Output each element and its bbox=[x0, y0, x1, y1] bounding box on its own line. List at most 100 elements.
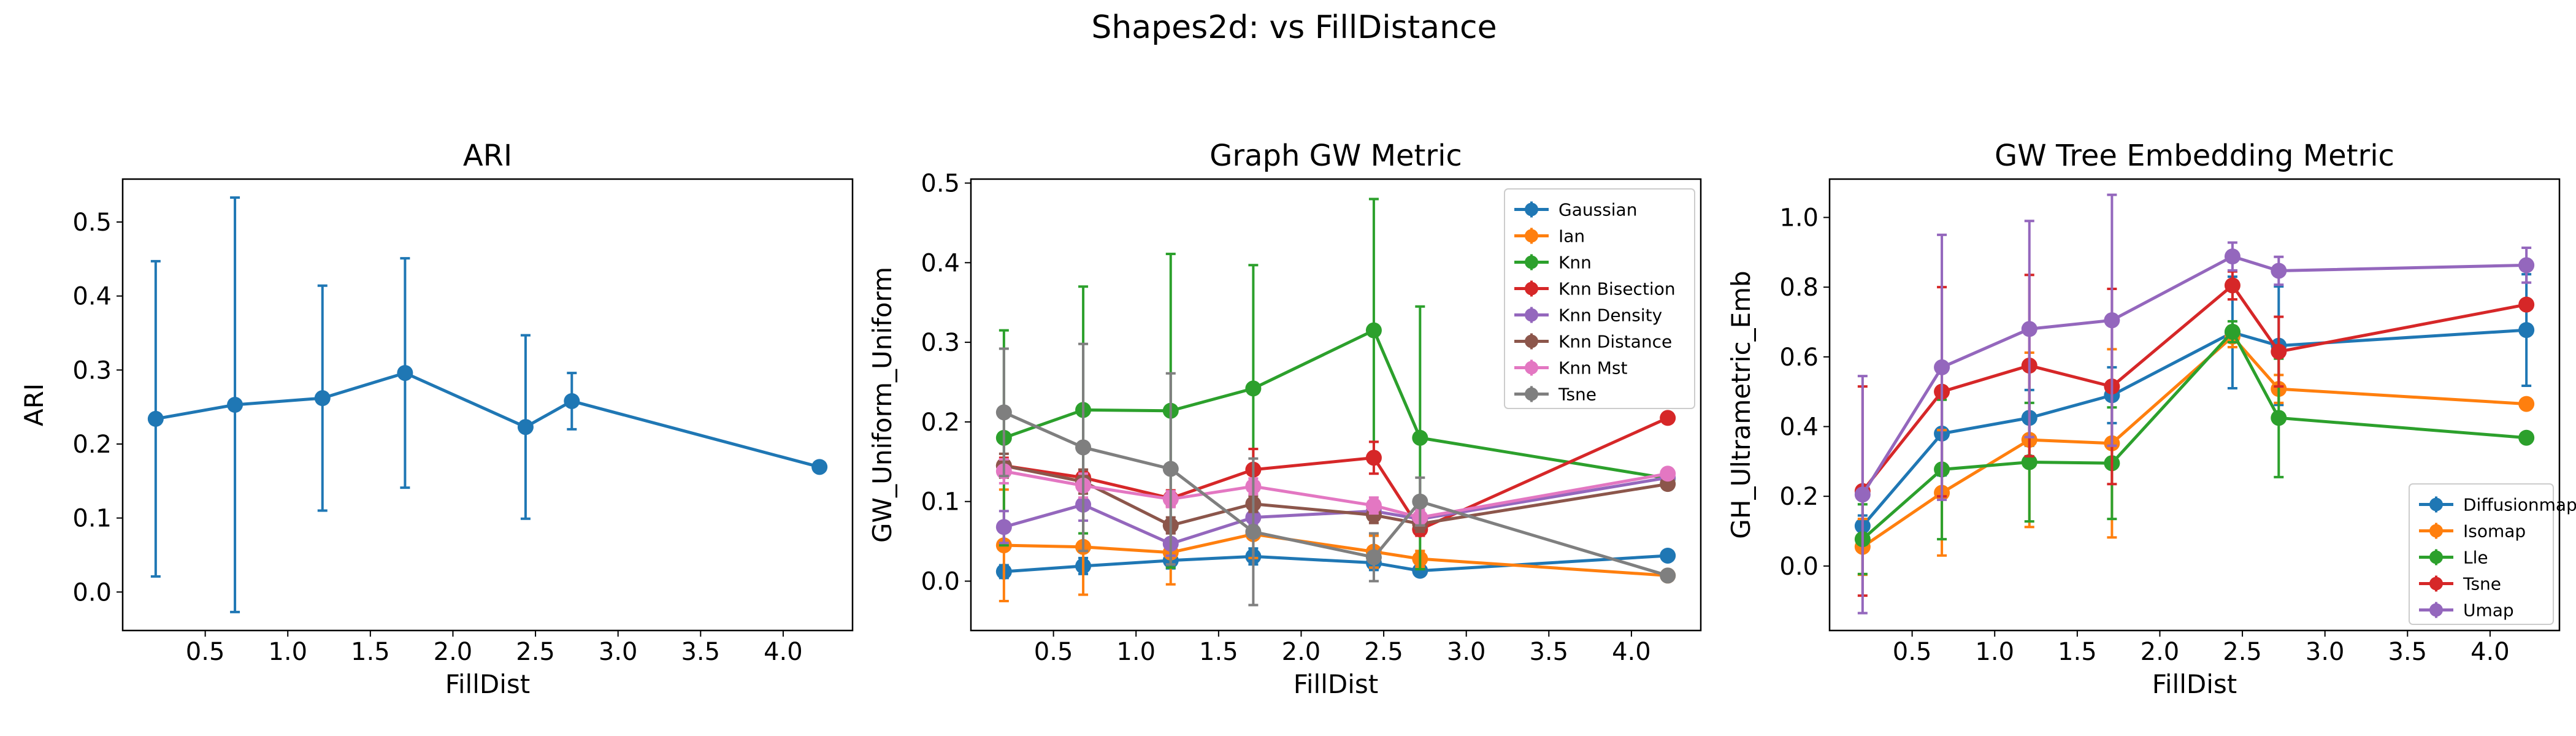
y-tick-label: 0.5 bbox=[921, 169, 960, 197]
legend-label: Isomap bbox=[2463, 521, 2526, 542]
legend-item: Knn Density bbox=[1514, 305, 1662, 326]
data-point bbox=[1245, 524, 1262, 540]
x-tick-label: 1.0 bbox=[1975, 638, 2014, 666]
data-point bbox=[2104, 312, 2120, 329]
x-axis-label: FillDist bbox=[445, 669, 530, 699]
x-tick-label: 0.5 bbox=[1893, 638, 1932, 666]
axes-frame bbox=[121, 178, 854, 632]
legend-item: Knn bbox=[1514, 253, 1592, 273]
data-point bbox=[1660, 410, 1676, 426]
legend: Gaussian Ian Knn Knn Bisection Knn Density Kn… bbox=[1504, 188, 1695, 409]
data-point bbox=[1365, 450, 1382, 466]
data-point bbox=[564, 393, 580, 409]
data-point bbox=[2518, 396, 2535, 412]
legend-marker bbox=[1525, 334, 1538, 348]
y-tick-label: 0.1 bbox=[72, 505, 112, 533]
y-axis-label: GW_Uniform_Uniform bbox=[867, 267, 897, 543]
legend-marker bbox=[2429, 577, 2443, 591]
legend-label: Gaussian bbox=[1558, 200, 1637, 220]
legend-marker bbox=[1525, 255, 1538, 269]
data-point bbox=[2224, 323, 2241, 340]
data-point bbox=[2271, 343, 2287, 360]
series-tsne bbox=[995, 342, 1676, 607]
legend-label: Tsne bbox=[1558, 385, 1597, 405]
legend-item: Knn Bisection bbox=[1514, 279, 1676, 299]
x-tick-label: 2.5 bbox=[516, 638, 555, 666]
legend-label: Knn Density bbox=[1558, 305, 1662, 326]
data-point bbox=[2021, 321, 2037, 337]
legend-item: Lle bbox=[2419, 548, 2488, 568]
series-1 bbox=[147, 196, 828, 613]
subplot-1: ARI 0.5 1.0 1.5 2.0 2.5 3.0 3.5 4.0 0.0 0.1 0.2 0.3 0… bbox=[19, 139, 854, 699]
legend-item: Tsne bbox=[2419, 574, 2501, 594]
legend-label: Tsne bbox=[2463, 574, 2501, 594]
x-tick-label: 2.0 bbox=[434, 638, 473, 666]
legend-label: Umap bbox=[2463, 600, 2514, 621]
y-tick-label: 0.3 bbox=[72, 356, 112, 385]
legend-marker bbox=[1525, 282, 1538, 296]
data-point bbox=[314, 390, 331, 407]
figure-title: Shapes2d: vs FillDistance bbox=[1091, 9, 1497, 46]
axes-frame bbox=[1828, 178, 2561, 632]
legend: Diffusionmap Isomap Lle Tsne Umap bbox=[2409, 483, 2576, 625]
legend-label: Knn Distance bbox=[1558, 332, 1672, 352]
data-point bbox=[2518, 296, 2535, 313]
x-tick-label: 0.5 bbox=[186, 638, 225, 666]
x-tick-label: 3.0 bbox=[1447, 638, 1486, 666]
series-umap bbox=[1854, 193, 2535, 615]
subplot-2: Graph GW Metric 0.5 1.0 1.5 2.0 2.5 3.0 3.5 4.0 0… bbox=[867, 139, 1702, 699]
data-point bbox=[1365, 322, 1382, 339]
legend-marker bbox=[1525, 308, 1538, 322]
y-tick-label: 0.0 bbox=[1779, 553, 1819, 581]
y-tick-label: 0.3 bbox=[921, 329, 960, 357]
legend-marker bbox=[2429, 550, 2443, 564]
data-point bbox=[2224, 277, 2241, 294]
subplot-title: Graph GW Metric bbox=[1209, 139, 1462, 173]
data-point bbox=[1365, 549, 1382, 565]
data-point bbox=[147, 410, 164, 427]
data-point bbox=[995, 404, 1012, 421]
data-point bbox=[1365, 497, 1382, 514]
legend-marker bbox=[1525, 387, 1538, 401]
legend-label: Ian bbox=[1558, 226, 1585, 247]
x-tick-label: 3.5 bbox=[1529, 638, 1568, 666]
data-point bbox=[2518, 322, 2535, 339]
legend-label: Diffusionmap bbox=[2463, 495, 2576, 515]
legend-label: Knn Mst bbox=[1558, 358, 1628, 378]
x-tick-label: 2.0 bbox=[2141, 638, 2180, 666]
legend-label: Knn bbox=[1558, 253, 1592, 273]
data-point bbox=[1660, 466, 1676, 482]
y-tick-label: 0.5 bbox=[72, 209, 112, 237]
y-tick-label: 0.0 bbox=[921, 568, 960, 596]
legend-item: Isomap bbox=[2419, 521, 2526, 542]
legend-item: Umap bbox=[2419, 600, 2514, 621]
x-tick-label: 1.0 bbox=[1116, 638, 1156, 666]
legend-marker bbox=[1525, 361, 1538, 375]
x-tick-label: 1.5 bbox=[1199, 638, 1238, 666]
legend-marker bbox=[1525, 229, 1538, 243]
data-point bbox=[1412, 493, 1428, 510]
subplots: ARI 0.5 1.0 1.5 2.0 2.5 3.0 3.5 4.0 0.0 0.1 0.2 0.3 0… bbox=[19, 139, 2576, 699]
subplot-title: ARI bbox=[463, 139, 512, 173]
data-point bbox=[517, 419, 534, 435]
data-point bbox=[1412, 429, 1428, 446]
y-tick-label: 0.1 bbox=[921, 488, 960, 516]
y-tick-label: 0.4 bbox=[72, 283, 112, 311]
data-point bbox=[1854, 486, 1871, 503]
y-tick-label: 0.4 bbox=[921, 249, 960, 277]
x-axis-label: FillDist bbox=[2152, 669, 2237, 699]
legend-label: Lle bbox=[2463, 548, 2488, 568]
x-tick-label: 2.0 bbox=[1282, 638, 1321, 666]
data-point bbox=[1660, 567, 1676, 584]
data-point bbox=[2518, 257, 2535, 274]
legend-item: Knn Mst bbox=[1514, 358, 1628, 378]
data-point bbox=[1075, 439, 1092, 456]
data-point bbox=[2224, 248, 2241, 265]
x-tick-label: 3.5 bbox=[2388, 638, 2427, 666]
legend-item: Tsne bbox=[1514, 385, 1597, 405]
data-point bbox=[1660, 547, 1676, 564]
legend-item: Knn Distance bbox=[1514, 332, 1672, 352]
legend-marker bbox=[2429, 524, 2443, 538]
legend-item: Ian bbox=[1514, 226, 1585, 247]
